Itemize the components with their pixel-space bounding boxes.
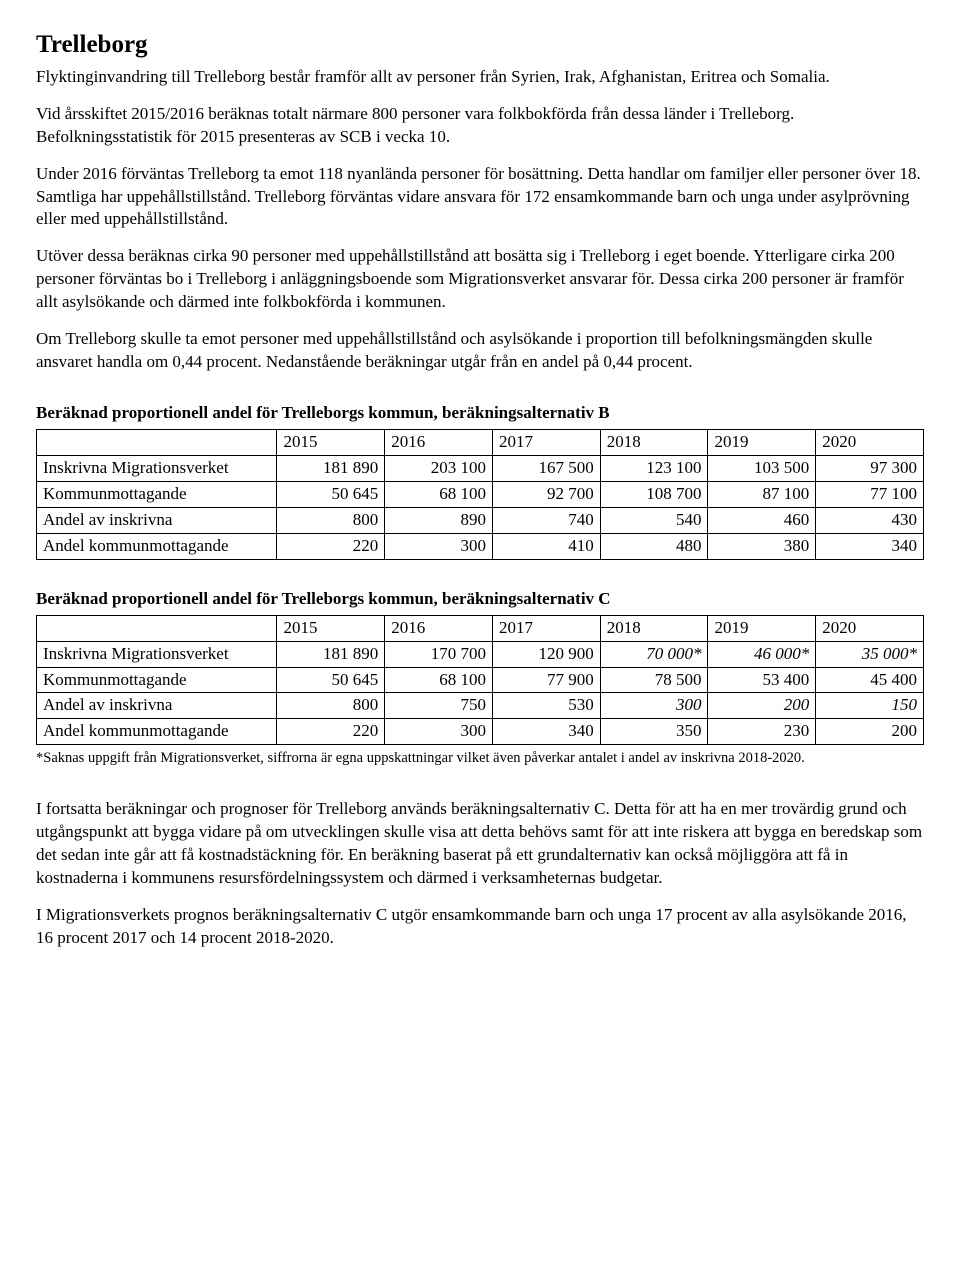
table-cell: 181 890 [277,455,385,481]
table-cell: 35 000* [816,641,924,667]
table-row-label: Inskrivna Migrationsverket [37,455,277,481]
table-cell: 68 100 [385,481,493,507]
table-header-year: 2017 [492,430,600,456]
table-cell: 103 500 [708,455,816,481]
paragraph: Flyktinginvandring till Trelleborg bestå… [36,66,924,89]
table-cell: 120 900 [492,641,600,667]
table-row: Andel av inskrivna800750530300200150 [37,693,924,719]
table-cell: 340 [816,533,924,559]
table-row-label: Andel kommunmottagande [37,719,277,745]
page-title: Trelleborg [36,28,924,62]
table-cell: 46 000* [708,641,816,667]
table-b: 201520162017201820192020Inskrivna Migrat… [36,429,924,560]
table-cell: 300 [385,719,493,745]
table-cell: 800 [277,693,385,719]
table-cell: 87 100 [708,481,816,507]
paragraph: I Migrationsverkets prognos beräkningsal… [36,904,924,950]
table-cell: 750 [385,693,493,719]
table-cell: 50 645 [277,481,385,507]
table-row: Kommunmottagande50 64568 10092 700108 70… [37,481,924,507]
table-header-year: 2016 [385,615,493,641]
table-cell: 92 700 [492,481,600,507]
paragraph: I fortsatta beräkningar och prognoser fö… [36,798,924,890]
table-row: Kommunmottagande50 64568 10077 90078 500… [37,667,924,693]
table-cell: 150 [816,693,924,719]
table-cell: 77 900 [492,667,600,693]
table-header-year: 2016 [385,430,493,456]
table-cell: 890 [385,507,493,533]
table-cell: 430 [816,507,924,533]
table-cell: 480 [600,533,708,559]
table-cell: 800 [277,507,385,533]
paragraph: Utöver dessa beräknas cirka 90 personer … [36,245,924,314]
table-header-year: 2015 [277,430,385,456]
table-row: Inskrivna Migrationsverket181 890170 700… [37,641,924,667]
table-cell: 350 [600,719,708,745]
table-c: 201520162017201820192020Inskrivna Migrat… [36,615,924,746]
table-row: Inskrivna Migrationsverket181 890203 100… [37,455,924,481]
table-cell: 97 300 [816,455,924,481]
table-row-label: Inskrivna Migrationsverket [37,641,277,667]
paragraph: Om Trelleborg skulle ta emot personer me… [36,328,924,374]
table-cell: 53 400 [708,667,816,693]
table-header-year: 2019 [708,430,816,456]
table-cell: 50 645 [277,667,385,693]
table-b-title: Beräknad proportionell andel för Trelleb… [36,402,924,425]
table-cell: 167 500 [492,455,600,481]
table-cell: 203 100 [385,455,493,481]
table-row-label: Andel av inskrivna [37,507,277,533]
table-cell: 540 [600,507,708,533]
table-header-year: 2020 [816,430,924,456]
table-cell: 108 700 [600,481,708,507]
table-header-year: 2018 [600,430,708,456]
table-cell: 380 [708,533,816,559]
table-cell: 410 [492,533,600,559]
table-cell: 70 000* [600,641,708,667]
table-header-year: 2020 [816,615,924,641]
table-row: Andel kommunmottagande220300340350230200 [37,719,924,745]
table-row: Andel kommunmottagande220300410480380340 [37,533,924,559]
table-header-year: 2019 [708,615,816,641]
table-cell: 123 100 [600,455,708,481]
table-cell: 340 [492,719,600,745]
table-cell: 170 700 [385,641,493,667]
table-cell: 220 [277,533,385,559]
table-c-title: Beräknad proportionell andel för Trelleb… [36,588,924,611]
table-header-blank [37,430,277,456]
table-c-footnote: *Saknas uppgift från Migrationsverket, s… [36,749,924,768]
table-row-label: Andel kommunmottagande [37,533,277,559]
table-header-year: 2017 [492,615,600,641]
table-cell: 181 890 [277,641,385,667]
table-cell: 740 [492,507,600,533]
table-cell: 530 [492,693,600,719]
table-cell: 230 [708,719,816,745]
table-header-year: 2018 [600,615,708,641]
table-row: Andel av inskrivna800890740540460430 [37,507,924,533]
table-row-label: Andel av inskrivna [37,693,277,719]
table-cell: 200 [708,693,816,719]
table-row-label: Kommunmottagande [37,667,277,693]
table-header-year: 2015 [277,615,385,641]
table-header-blank [37,615,277,641]
table-cell: 300 [600,693,708,719]
table-cell: 460 [708,507,816,533]
paragraph: Under 2016 förväntas Trelleborg ta emot … [36,163,924,232]
table-row-label: Kommunmottagande [37,481,277,507]
table-cell: 300 [385,533,493,559]
table-cell: 220 [277,719,385,745]
paragraph: Vid årsskiftet 2015/2016 beräknas totalt… [36,103,924,149]
table-cell: 45 400 [816,667,924,693]
table-cell: 200 [816,719,924,745]
table-cell: 68 100 [385,667,493,693]
table-cell: 78 500 [600,667,708,693]
table-cell: 77 100 [816,481,924,507]
